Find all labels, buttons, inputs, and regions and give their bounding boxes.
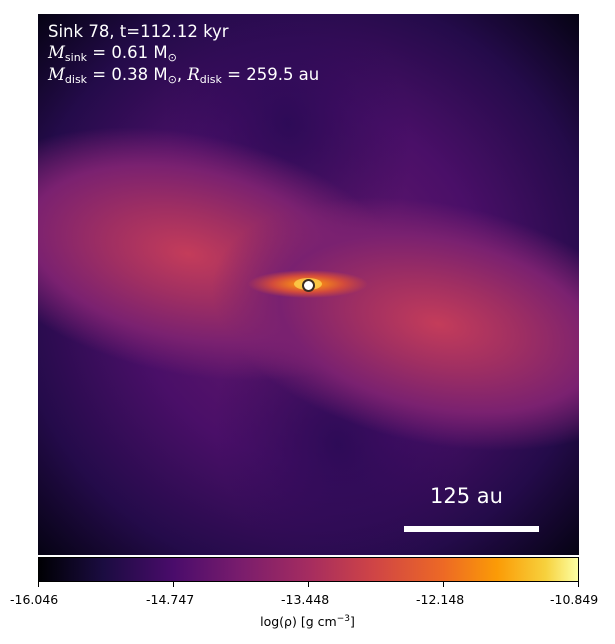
colorbar-tick-label-4: -10.849 <box>550 592 599 607</box>
colorbar-tick-label-0: -16.046 <box>10 592 59 607</box>
scalebar <box>404 526 539 532</box>
density-map-panel: Sink 78, t=112.12 kyr Msink = 0.61 M⊙ Md… <box>38 14 579 555</box>
colorbar-tick-label-2: -13.448 <box>281 592 330 607</box>
scalebar-label: 125 au <box>430 484 503 508</box>
colorbar-tick-4 <box>578 582 579 587</box>
colorbar-tick-label-1: -14.747 <box>146 592 195 607</box>
density-field-image <box>38 14 579 555</box>
colorbar-tick-3 <box>443 582 444 587</box>
colorbar-tick-1 <box>173 582 174 587</box>
sink-title: Sink 78, t=112.12 kyr <box>48 22 229 41</box>
sink-marker <box>302 279 315 292</box>
colorbar-tick-0 <box>38 582 39 587</box>
colorbar-tick-label-3: -12.148 <box>416 592 465 607</box>
outflow-lobe-right <box>211 197 579 451</box>
disk-properties-label: Mdisk = 0.38 M⊙, Rdisk = 259.5 au <box>48 65 320 86</box>
sink-mass-label: Msink = 0.61 M⊙ <box>48 43 177 64</box>
colorbar-axis-label: log(ρ) [g cm−3] <box>260 614 355 630</box>
colorbar-tick-2 <box>308 582 309 587</box>
colorbar <box>38 557 579 582</box>
